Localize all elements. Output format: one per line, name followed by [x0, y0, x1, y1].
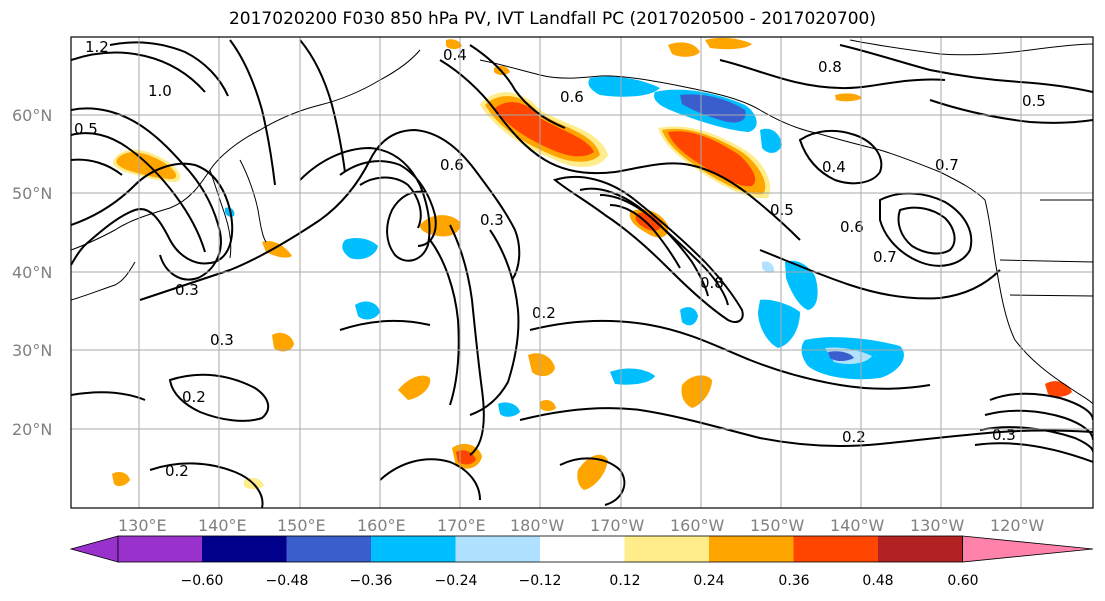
- contour-label: 0.7: [873, 248, 897, 266]
- lon-label: 170°W: [590, 516, 645, 535]
- colorbar-swatch: [624, 536, 709, 562]
- map-frame: [70, 36, 1094, 509]
- longitude-labels: 130°E 140°E 150°E 160°E 170°E 180°W 170°…: [118, 516, 1045, 535]
- pv-contours: [71, 39, 1093, 508]
- colorbar-tick-label: 0.48: [862, 573, 893, 589]
- lon-label: 120°W: [990, 516, 1045, 535]
- contour-label: 0.3: [992, 426, 1016, 444]
- contour-label: 0.8: [700, 274, 724, 292]
- lon-label: 160°W: [670, 516, 725, 535]
- contour-label: 0.8: [818, 58, 842, 76]
- colorbar-tick-label: −0.12: [519, 573, 562, 589]
- colorbar-tick-label: 0.12: [609, 573, 640, 589]
- colorbar-swatch: [118, 536, 202, 562]
- colorbar-swatch: [371, 536, 456, 562]
- graticule: [71, 37, 1093, 508]
- colorbar: [69, 535, 1094, 563]
- contour-label: 0.2: [182, 388, 206, 406]
- lon-label: 150°W: [750, 516, 805, 535]
- contour-label: 0.6: [440, 156, 464, 174]
- latitude-labels: 60°N 50°N 40°N 30°N 20°N: [12, 106, 52, 439]
- contour-label: 0.4: [822, 158, 846, 176]
- contour-label: 0.5: [1022, 92, 1046, 110]
- contour-label: 1.2: [85, 38, 109, 56]
- contour-label: 0.3: [175, 281, 199, 299]
- positive-shading: [112, 37, 1072, 490]
- lon-label: 140°W: [830, 516, 885, 535]
- contour-label: 0.2: [165, 462, 189, 480]
- lon-label: 150°E: [277, 516, 326, 535]
- lon-label: 140°E: [198, 516, 247, 535]
- colorbar-swatch: [286, 536, 371, 562]
- colorbar-tick-label: 0.24: [693, 573, 724, 589]
- lat-label: 30°N: [12, 341, 52, 360]
- contour-label: 0.5: [74, 120, 98, 138]
- contour-labels: 1.2 1.0 0.5 0.4 0.2 0.6 0.3 0.8 0.5 0.4 …: [74, 38, 1046, 480]
- colorbar-swatch: [455, 536, 540, 562]
- lat-label: 60°N: [12, 106, 52, 125]
- contour-label: 0.2: [842, 428, 866, 446]
- contour-label: 0.6: [560, 88, 584, 106]
- colorbar-extend-high: [962, 535, 1094, 563]
- lat-label: 50°N: [12, 184, 52, 203]
- colorbar-tick-label: −0.36: [350, 573, 393, 589]
- colorbar-swatch: [709, 536, 794, 562]
- figure-title: 2017020200 F030 850 hPa PV, IVT Landfall…: [228, 9, 876, 29]
- colorbar-tick-label: −0.24: [435, 573, 478, 589]
- contour-label: 0.2: [532, 304, 556, 322]
- contour-label: 0.3: [480, 211, 504, 229]
- lon-label: 130°E: [118, 516, 167, 535]
- colorbar-tick-label: −0.48: [266, 573, 309, 589]
- contour-label: 1.0: [148, 82, 172, 100]
- colorbar-tick-label: 0.36: [778, 573, 809, 589]
- colorbar-swatch: [202, 536, 287, 562]
- contour-label: 0.6: [840, 218, 864, 236]
- colorbar-tick-labels: −0.60 −0.48 −0.36 −0.24 −0.12 0.12 0.24 …: [181, 573, 979, 589]
- colorbar-outline: [117, 535, 963, 563]
- lon-label: 130°W: [910, 516, 965, 535]
- colorbar-tick-label: 0.60: [947, 573, 978, 589]
- contour-label: 0.5: [770, 201, 794, 219]
- lat-label: 20°N: [12, 420, 52, 439]
- lon-label: 160°E: [357, 516, 406, 535]
- contour-label: 0.3: [210, 331, 234, 349]
- colorbar-swatch: [540, 536, 625, 562]
- lat-label: 40°N: [12, 263, 52, 282]
- colorbar-swatch: [793, 536, 878, 562]
- lon-label: 170°E: [437, 516, 486, 535]
- colorbar-tick-label: −0.60: [181, 573, 224, 589]
- contour-label: 0.4: [443, 46, 467, 64]
- lon-label: 180°W: [510, 516, 565, 535]
- contour-label: 0.7: [935, 156, 959, 174]
- colorbar-swatch: [878, 536, 963, 562]
- colorbar-extend-low: [69, 535, 119, 563]
